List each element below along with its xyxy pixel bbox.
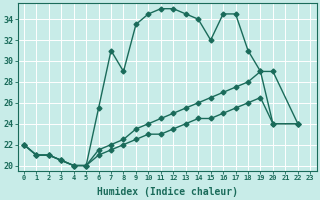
X-axis label: Humidex (Indice chaleur): Humidex (Indice chaleur) [97,186,237,197]
